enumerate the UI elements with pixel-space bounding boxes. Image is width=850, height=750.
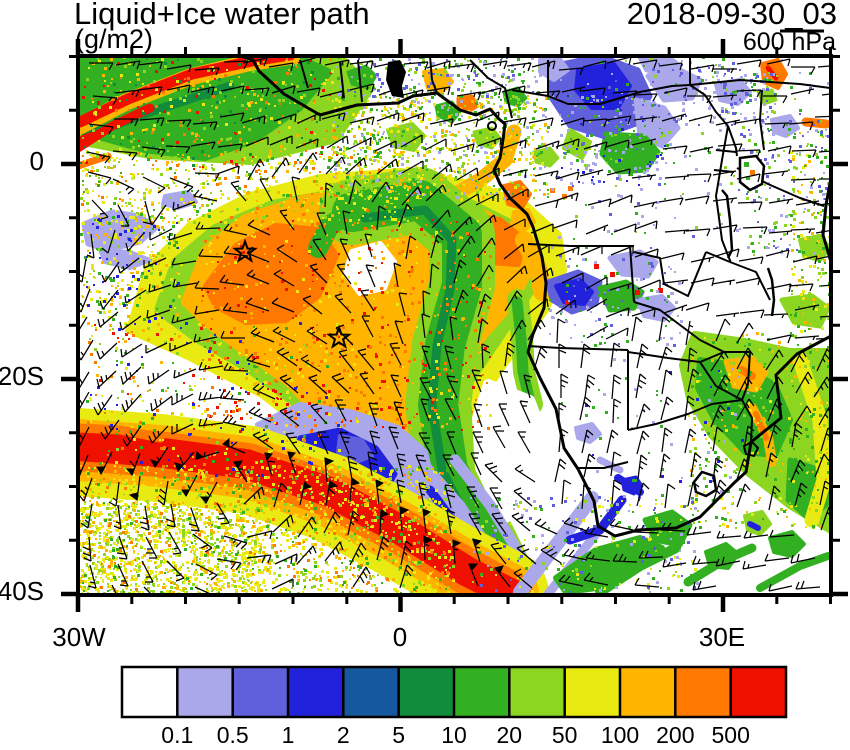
svg-text:40S: 40S [0, 576, 44, 606]
svg-text:5: 5 [392, 722, 405, 748]
svg-text:200: 200 [656, 722, 694, 748]
svg-text:50: 50 [552, 722, 578, 748]
svg-text:0.1: 0.1 [161, 722, 193, 748]
svg-text:0.5: 0.5 [217, 722, 249, 748]
svg-text:2018-09-30_03: 2018-09-30_03 [627, 0, 837, 31]
svg-text:Liquid+Ice water path: Liquid+Ice water path [74, 0, 370, 31]
svg-text:100: 100 [601, 722, 639, 748]
svg-text:30W: 30W [52, 622, 106, 652]
svg-text:0: 0 [393, 622, 407, 652]
svg-text:600 hPa: 600 hPa [743, 28, 836, 56]
svg-text:30E: 30E [699, 622, 745, 652]
svg-text:20: 20 [497, 722, 523, 748]
svg-text:500: 500 [712, 722, 750, 748]
svg-text:1: 1 [282, 722, 295, 748]
svg-text:20S: 20S [0, 361, 44, 391]
svg-text:2: 2 [337, 722, 350, 748]
svg-text:10: 10 [441, 722, 467, 748]
svg-text:0: 0 [30, 146, 44, 176]
svg-text:(g/m2): (g/m2) [75, 24, 153, 54]
